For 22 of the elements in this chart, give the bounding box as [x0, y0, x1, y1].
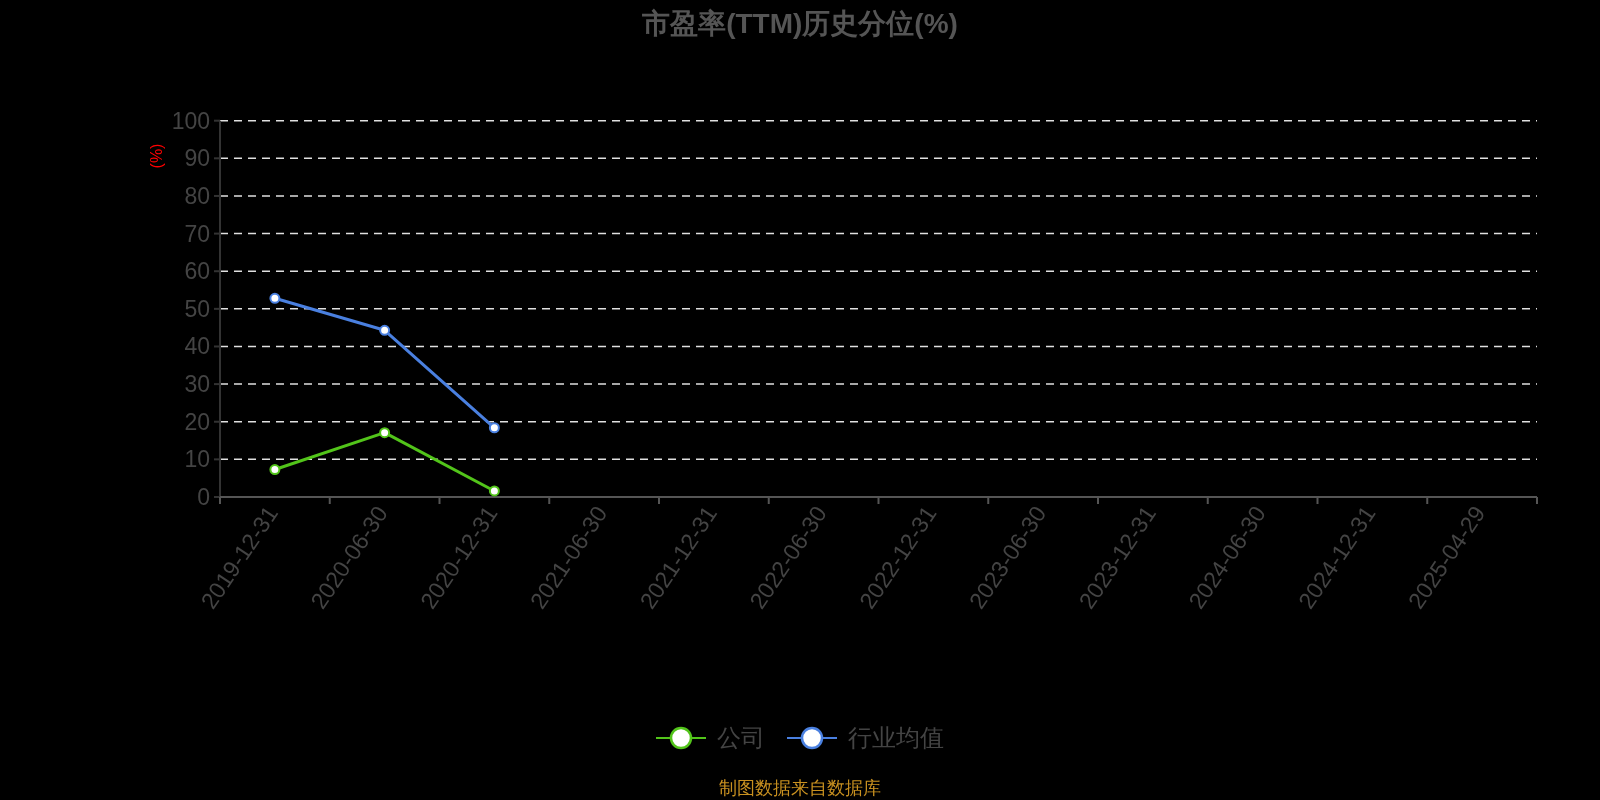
y-tick-label: 10 [184, 446, 210, 473]
y-tick-label: 40 [184, 333, 210, 360]
legend-label: 行业均值 [848, 724, 944, 751]
y-tick-label: 70 [184, 220, 210, 247]
chart-title: 市盈率(TTM)历史分位(%) [641, 8, 958, 39]
y-tick-label: 30 [184, 371, 210, 398]
point [379, 324, 391, 336]
y-tick-label: 60 [184, 258, 210, 285]
y-axis-title: (%) [148, 143, 165, 169]
y-tick-label: 90 [184, 145, 210, 172]
point [379, 427, 391, 439]
y-tick-label: 50 [184, 295, 210, 322]
y-tick-label: 100 [171, 107, 210, 134]
point [269, 292, 281, 304]
point [488, 485, 500, 497]
y-tick-label: 20 [184, 408, 210, 435]
point [269, 464, 281, 476]
text: 制图数据来自数据库 [719, 778, 881, 798]
point [488, 422, 500, 434]
legend-label: 公司 [717, 724, 765, 751]
y-tick-label: 0 [197, 484, 210, 510]
y-tick-label: 80 [184, 182, 210, 209]
